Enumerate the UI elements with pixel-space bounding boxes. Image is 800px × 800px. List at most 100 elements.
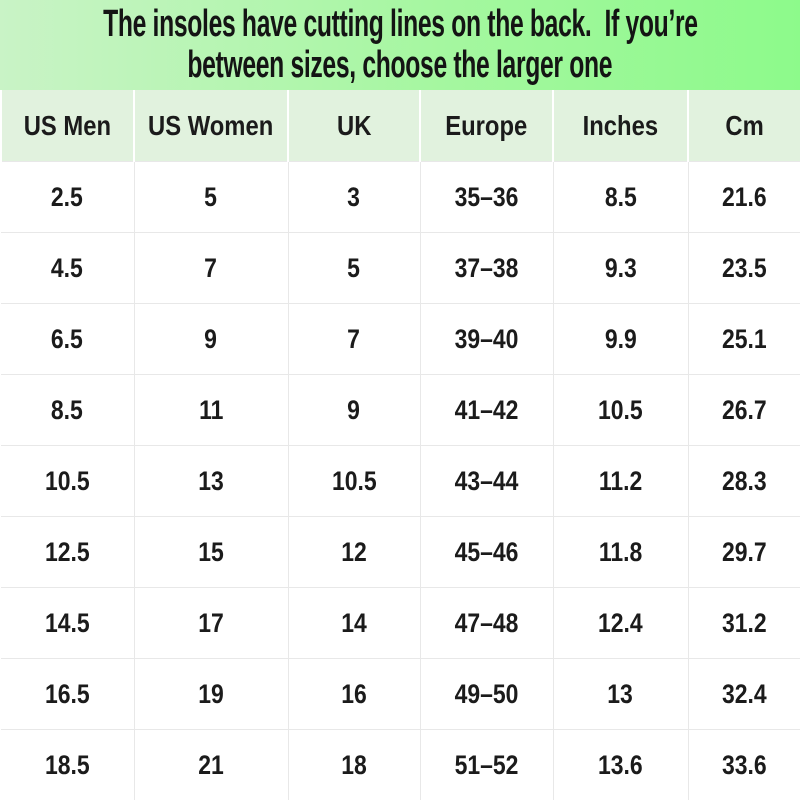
table-cell: 35–36 — [419, 161, 554, 233]
column-header-us-women: US Women — [133, 90, 289, 162]
table-cell: 8.5 — [1, 374, 135, 446]
table-cell-value: 5 — [204, 181, 218, 212]
table-cell-value: 14.5 — [44, 607, 90, 638]
table-cell-value: 33.6 — [722, 749, 768, 780]
table-cell: 2.5 — [1, 161, 135, 233]
table-cell-value: 49–50 — [454, 678, 519, 709]
table-cell-value: 25.1 — [722, 323, 768, 354]
table-cell-value: 4.5 — [51, 252, 84, 283]
table-cell-value: 5 — [347, 252, 361, 283]
table-row: 16.5 19 16 49–50 13 32.4 — [1, 658, 800, 730]
table-cell: 31.2 — [687, 587, 800, 659]
table-cell: 41–42 — [419, 374, 554, 446]
banner: The insoles have cutting lines on the ba… — [0, 0, 800, 90]
table-cell: 7 — [133, 232, 289, 304]
table-row: 8.5 11 9 41–42 10.5 26.7 — [1, 374, 800, 446]
table-cell-value: 41–42 — [454, 394, 519, 425]
table-cell: 9.9 — [552, 303, 689, 375]
table-cell-value: 13 — [607, 678, 634, 709]
table-cell-value: 39–40 — [454, 323, 519, 354]
table-cell-value: 16 — [341, 678, 367, 709]
table-cell: 47–48 — [419, 587, 554, 659]
table-cell: 13 — [552, 658, 689, 730]
table-cell: 32.4 — [687, 658, 800, 730]
table-cell-value: 26.7 — [722, 394, 768, 425]
column-header-inches: Inches — [552, 90, 689, 162]
table-cell: 16.5 — [1, 658, 135, 730]
table-cell: 18 — [287, 729, 421, 800]
table-cell-value: 3 — [347, 181, 361, 212]
table-cell-value: 13.6 — [598, 749, 643, 780]
table-cell: 19 — [133, 658, 289, 730]
table-row: 12.5 15 12 45–46 11.8 29.7 — [1, 516, 800, 588]
table-row: 6.5 9 7 39–40 9.9 25.1 — [1, 303, 800, 375]
table-cell: 39–40 — [419, 303, 554, 375]
table-cell-value: 2.5 — [51, 181, 84, 212]
table-cell: 12 — [287, 516, 421, 588]
table-cell-value: 12 — [341, 536, 367, 567]
table-cell: 9 — [287, 374, 421, 446]
column-header-label: Inches — [582, 109, 659, 141]
table-cell: 11.8 — [552, 516, 689, 588]
table-cell: 29.7 — [687, 516, 800, 588]
table-cell-value: 8.5 — [51, 394, 84, 425]
table-cell-value: 9 — [347, 394, 361, 425]
table-cell-value: 51–52 — [454, 749, 519, 780]
table-cell: 10.5 — [287, 445, 421, 517]
table-cell-value: 10.5 — [598, 394, 643, 425]
table-cell: 21.6 — [687, 161, 800, 233]
table-cell: 5 — [287, 232, 421, 304]
table-cell: 12.5 — [1, 516, 135, 588]
table-cell-value: 13 — [198, 465, 224, 496]
table-cell: 14 — [287, 587, 421, 659]
table-cell: 6.5 — [1, 303, 135, 375]
table-cell: 5 — [133, 161, 289, 233]
table-cell: 23.5 — [687, 232, 800, 304]
table-cell: 12.4 — [552, 587, 689, 659]
table-cell-value: 11 — [198, 394, 224, 425]
table-cell: 9.3 — [552, 232, 689, 304]
table-cell: 26.7 — [687, 374, 800, 446]
table-header-row: US Men US Women UK Europe Inches Cm — [0, 90, 800, 162]
table-cell-value: 21 — [198, 749, 224, 780]
table-cell-value: 12.5 — [44, 536, 90, 567]
table-cell: 16 — [287, 658, 421, 730]
table-cell: 51–52 — [419, 729, 554, 800]
table-cell-value: 19 — [198, 678, 224, 709]
column-header-label: Cm — [725, 109, 764, 141]
column-header-cm: Cm — [687, 90, 800, 162]
table-cell-value: 9.3 — [604, 252, 637, 283]
table-cell-value: 37–38 — [454, 252, 519, 283]
table-cell: 37–38 — [419, 232, 554, 304]
table-cell-value: 15 — [198, 536, 224, 567]
table-cell: 43–44 — [419, 445, 554, 517]
table-cell-value: 28.3 — [722, 465, 768, 496]
table-cell-value: 16.5 — [44, 678, 90, 709]
table-cell-value: 23.5 — [722, 252, 768, 283]
table-cell: 17 — [133, 587, 289, 659]
table-row: 18.5 21 18 51–52 13.6 33.6 — [1, 729, 800, 800]
table-cell: 11 — [133, 374, 289, 446]
table-cell: 25.1 — [687, 303, 800, 375]
table-cell: 10.5 — [552, 374, 689, 446]
table-cell-value: 6.5 — [51, 323, 84, 354]
table-cell-value: 43–44 — [454, 465, 519, 496]
size-conversion-table: US Men US Women UK Europe Inches Cm 2.5 5… — [0, 90, 800, 800]
table-cell: 49–50 — [419, 658, 554, 730]
table-cell: 8.5 — [552, 161, 689, 233]
table-row: 10.5 13 10.5 43–44 11.2 28.3 — [1, 445, 800, 517]
table-cell-value: 10.5 — [331, 465, 377, 496]
table-cell-value: 9 — [204, 323, 218, 354]
table-cell: 21 — [133, 729, 289, 800]
column-header-uk: UK — [287, 90, 421, 162]
table-cell-value: 12.4 — [598, 607, 643, 638]
table-cell: 45–46 — [419, 516, 554, 588]
table-cell-value: 11.8 — [598, 536, 643, 567]
table-cell-value: 8.5 — [604, 181, 637, 212]
table-cell: 13.6 — [552, 729, 689, 800]
column-header-europe: Europe — [419, 90, 554, 162]
table-cell: 11.2 — [552, 445, 689, 517]
table-cell-value: 9.9 — [604, 323, 637, 354]
table-cell-value: 35–36 — [454, 181, 519, 212]
column-header-label: US Women — [148, 109, 274, 141]
